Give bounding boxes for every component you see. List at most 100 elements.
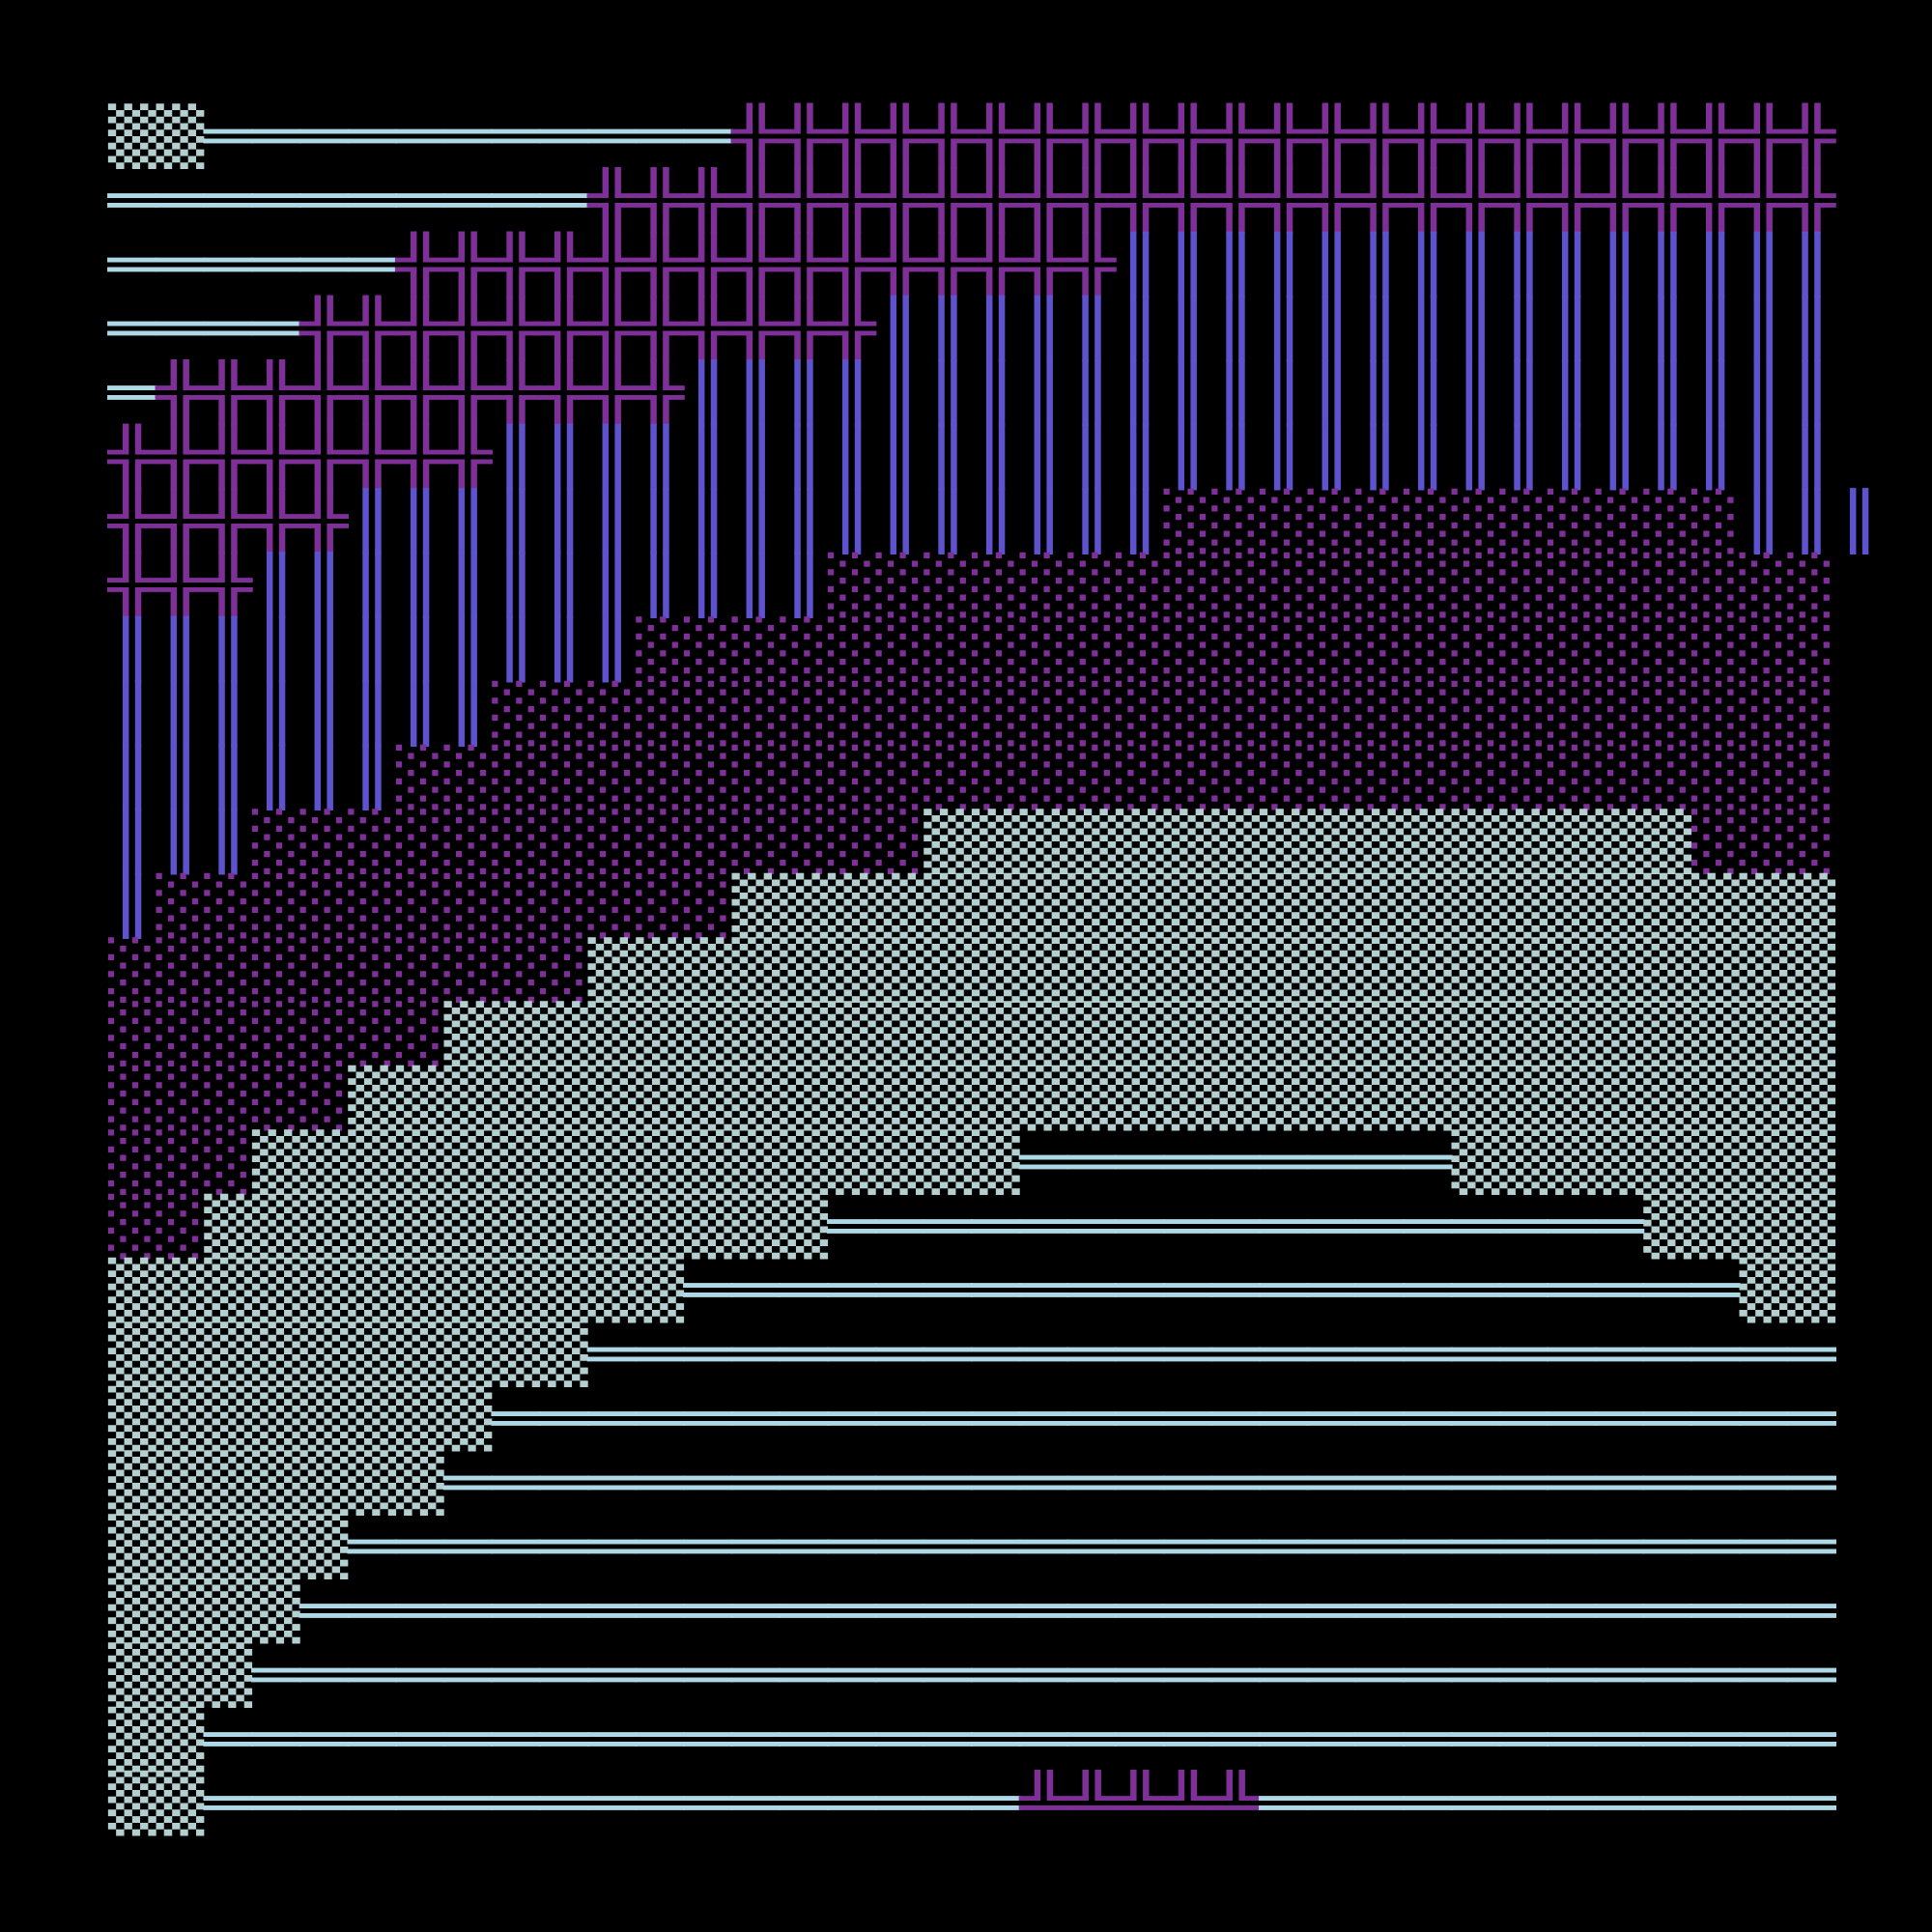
glyph: ▒ bbox=[1211, 1001, 1261, 1067]
glyph: ░ bbox=[1211, 616, 1260, 683]
glyph: ═ bbox=[971, 1386, 1021, 1451]
glyph: ▒ bbox=[1740, 872, 1789, 939]
glyph: ▒ bbox=[204, 1385, 253, 1452]
glyph: ╬ bbox=[923, 166, 973, 234]
glyph: ▒ bbox=[348, 1450, 397, 1517]
glyph: ═ bbox=[1210, 1642, 1261, 1707]
glyph: ═ bbox=[586, 1322, 637, 1387]
glyph: ═ bbox=[1259, 1771, 1309, 1835]
glyph: ═ bbox=[491, 1450, 541, 1515]
glyph: ╬ bbox=[1642, 102, 1692, 170]
glyph: ░ bbox=[1020, 552, 1068, 618]
glyph: ║ bbox=[876, 487, 924, 554]
glyph: ═ bbox=[1450, 1194, 1500, 1259]
glyph: ║ bbox=[1164, 231, 1212, 298]
glyph: ═ bbox=[1547, 1707, 1597, 1772]
glyph: ░ bbox=[636, 872, 684, 939]
glyph: ═ bbox=[298, 1771, 349, 1835]
glyph: ║ bbox=[1787, 487, 1835, 554]
glyph: ░ bbox=[876, 744, 924, 810]
glyph: ═ bbox=[1498, 1642, 1548, 1707]
glyph: ╬ bbox=[730, 166, 781, 234]
glyph: ╬ bbox=[347, 423, 397, 491]
glyph: ═ bbox=[1354, 1450, 1405, 1515]
glyph: ║ bbox=[1452, 295, 1500, 362]
glyph: ░ bbox=[1308, 680, 1356, 747]
glyph: ▒ bbox=[1164, 937, 1213, 1004]
glyph: ▒ bbox=[1548, 1001, 1597, 1067]
glyph: ═ bbox=[827, 1707, 877, 1772]
glyph: ░ bbox=[492, 744, 540, 810]
glyph: ═ bbox=[347, 1642, 397, 1707]
glyph: ░ bbox=[972, 744, 1020, 810]
glyph: ▒ bbox=[1308, 937, 1357, 1004]
glyph: ▒ bbox=[1499, 809, 1548, 875]
glyph: ░ bbox=[780, 744, 828, 810]
glyph: ║ bbox=[1643, 231, 1691, 298]
glyph: ═ bbox=[1786, 1642, 1836, 1707]
glyph: ░ bbox=[636, 809, 684, 875]
glyph: ▒ bbox=[1452, 1065, 1501, 1131]
glyph: ░ bbox=[1596, 680, 1644, 747]
glyph: ═ bbox=[827, 1578, 877, 1643]
glyph: ║ bbox=[588, 487, 637, 554]
glyph: ║ bbox=[923, 423, 972, 491]
glyph: ═ bbox=[1498, 1771, 1548, 1835]
glyph: ═ bbox=[1259, 1194, 1309, 1259]
glyph: ▒ bbox=[108, 1450, 157, 1517]
glyph: ═ bbox=[1642, 1578, 1692, 1643]
glyph: ░ bbox=[876, 809, 924, 875]
glyph: ═ bbox=[1498, 1258, 1548, 1322]
glyph: ▒ bbox=[1596, 809, 1645, 875]
glyph: ═ bbox=[1450, 1707, 1500, 1772]
glyph: ░ bbox=[1067, 744, 1116, 810]
glyph: ═ bbox=[395, 1515, 445, 1579]
glyph: ░ bbox=[972, 680, 1020, 747]
glyph: ▒ bbox=[540, 1321, 589, 1388]
glyph: ═ bbox=[1498, 1386, 1548, 1451]
glyph: ▒ bbox=[828, 872, 877, 939]
glyph: ░ bbox=[540, 937, 588, 1004]
glyph: ║ bbox=[1740, 358, 1788, 426]
glyph: ╬ bbox=[539, 358, 589, 426]
glyph: ═ bbox=[395, 104, 445, 169]
glyph: ▒ bbox=[156, 1450, 206, 1517]
glyph: ═ bbox=[779, 1771, 829, 1835]
glyph: ░ bbox=[780, 616, 828, 683]
glyph: ═ bbox=[1162, 1322, 1212, 1387]
glyph: ░ bbox=[1308, 744, 1356, 810]
glyph: ░ bbox=[1596, 552, 1644, 618]
glyph: ═ bbox=[635, 1450, 685, 1515]
glyph: ═ bbox=[1738, 1322, 1788, 1387]
glyph: ░ bbox=[1164, 488, 1212, 554]
glyph: ░ bbox=[1355, 552, 1404, 618]
glyph: ═ bbox=[1115, 1386, 1165, 1451]
glyph: ▒ bbox=[492, 1193, 541, 1260]
glyph: ═ bbox=[1642, 1771, 1692, 1835]
glyph: ║ bbox=[1260, 358, 1308, 426]
glyph: ╩ bbox=[1162, 1770, 1212, 1836]
glyph: ╬ bbox=[1115, 166, 1165, 234]
glyph: ░ bbox=[1740, 616, 1788, 683]
glyph: ░ bbox=[1740, 744, 1788, 810]
glyph: ▒ bbox=[636, 1257, 685, 1323]
glyph: ▒ bbox=[1643, 809, 1692, 875]
glyph: ═ bbox=[923, 1450, 973, 1515]
glyph: ═ bbox=[347, 1707, 397, 1772]
glyph: ╬ bbox=[347, 295, 397, 362]
glyph: ▒ bbox=[348, 1321, 397, 1388]
glyph: ═ bbox=[1354, 1194, 1405, 1259]
glyph: ╬ bbox=[1162, 166, 1212, 234]
glyph: ╬ bbox=[827, 102, 877, 170]
glyph: ═ bbox=[586, 1642, 637, 1707]
glyph: ═ bbox=[1547, 1194, 1597, 1259]
glyph: ░ bbox=[1643, 552, 1691, 618]
glyph: ░ bbox=[588, 744, 637, 810]
glyph: ░ bbox=[156, 937, 205, 1004]
glyph: ░ bbox=[1404, 616, 1452, 683]
glyph: ═ bbox=[1018, 1642, 1068, 1707]
glyph: ░ bbox=[204, 872, 252, 939]
glyph: ▒ bbox=[1643, 937, 1692, 1004]
glyph: ═ bbox=[1066, 1129, 1117, 1194]
glyph: ░ bbox=[1116, 744, 1164, 810]
